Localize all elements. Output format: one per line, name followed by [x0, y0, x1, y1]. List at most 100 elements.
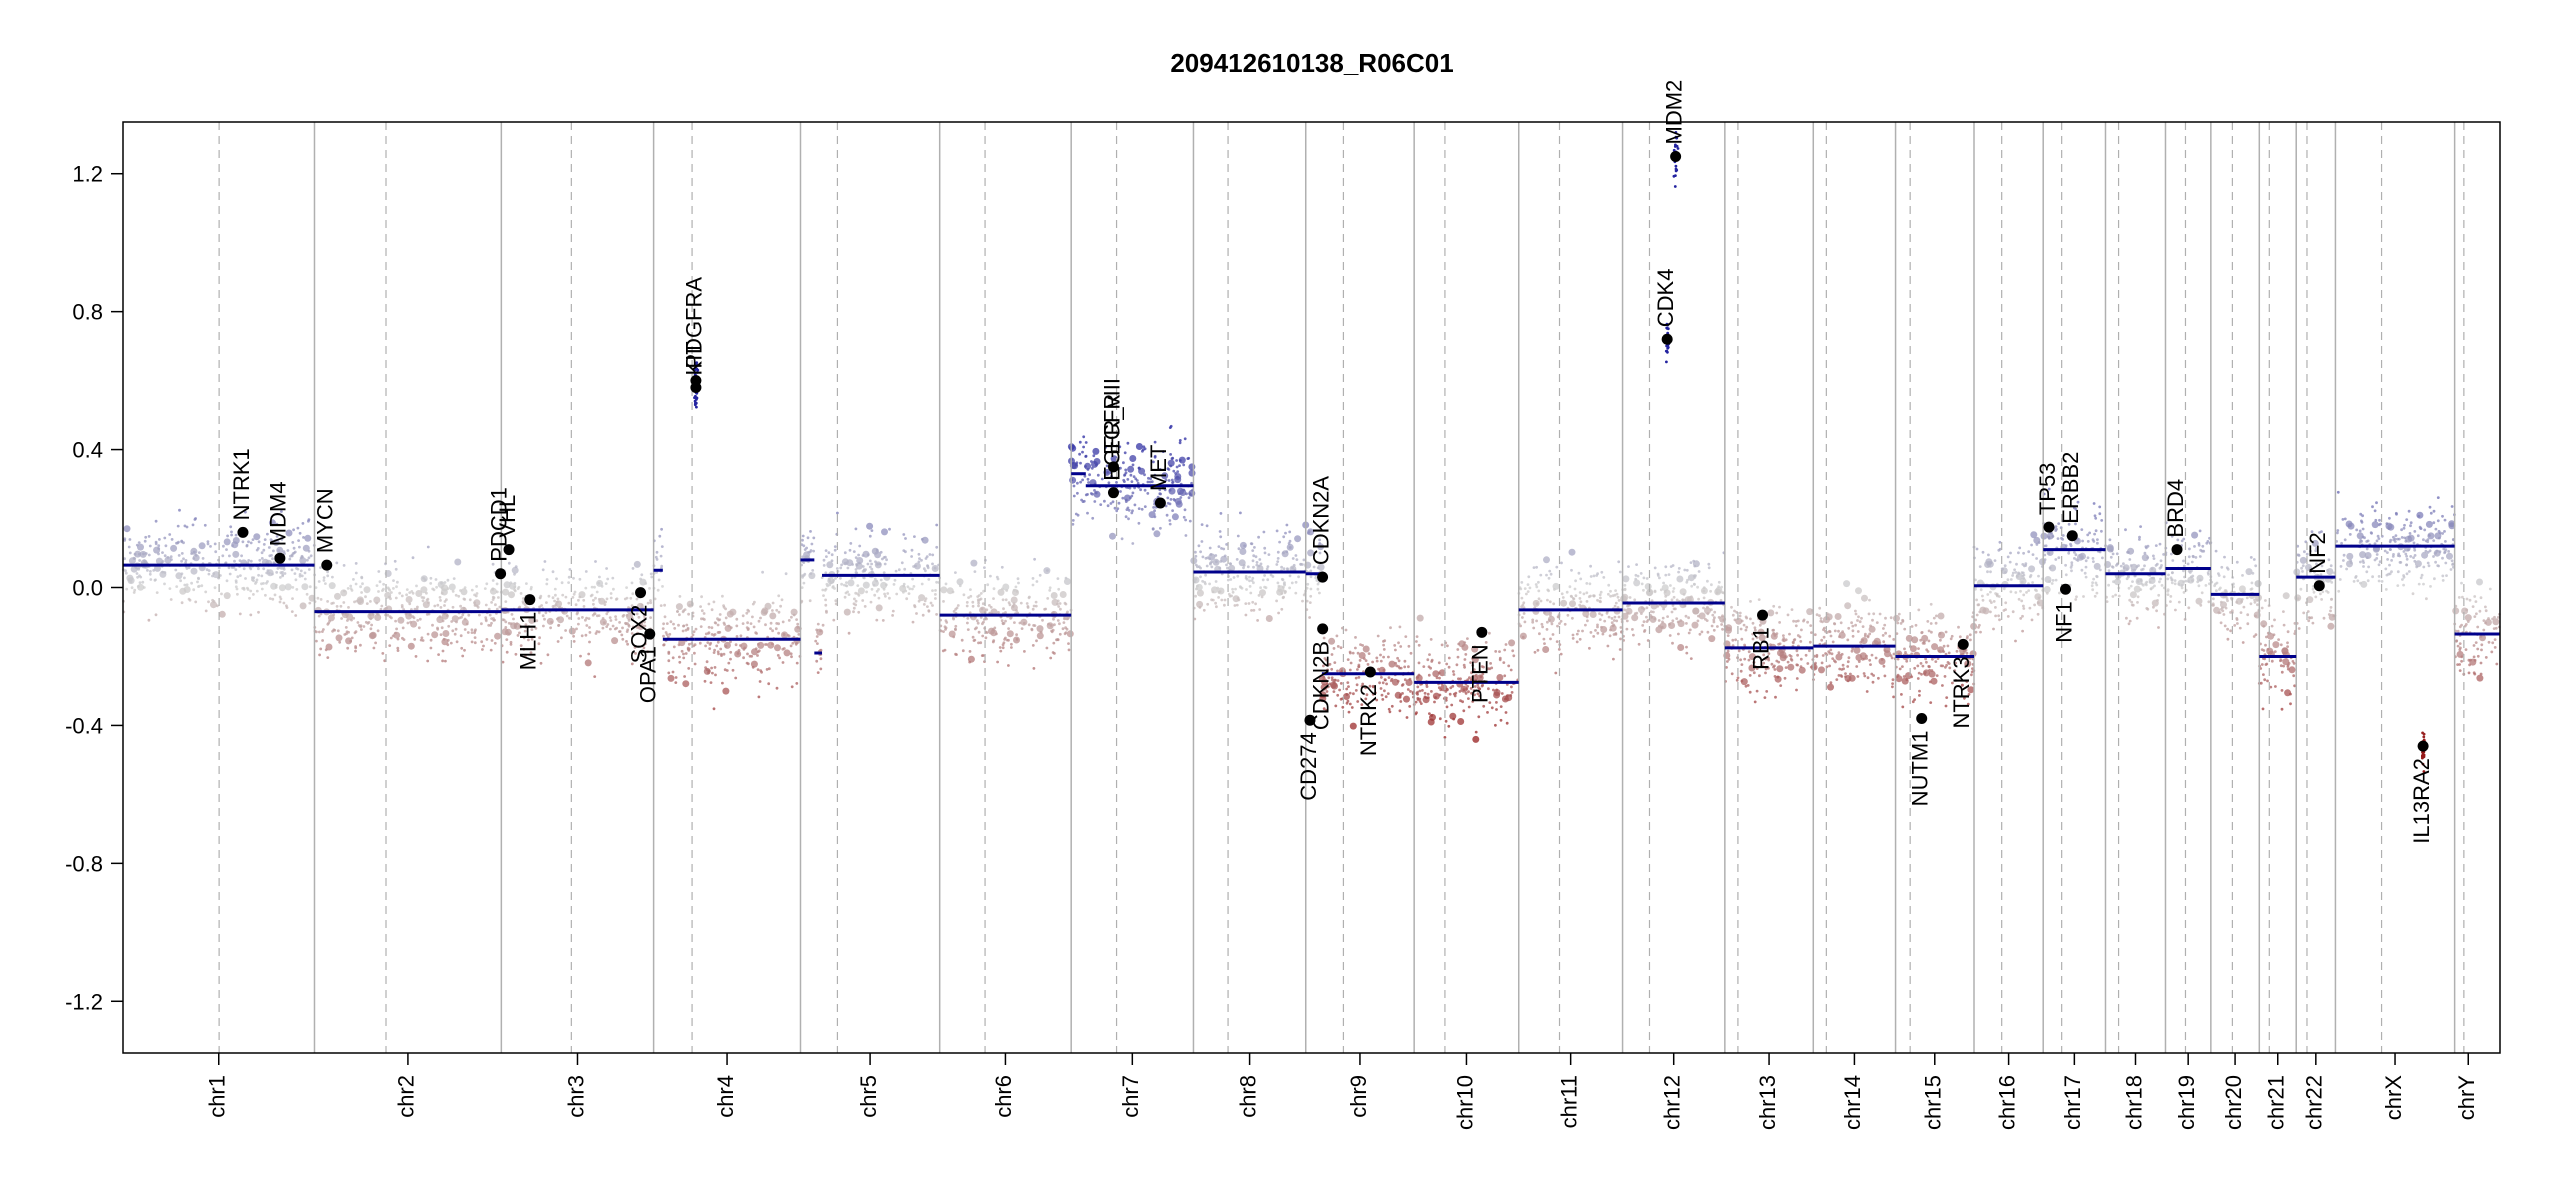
probe-point	[587, 652, 591, 656]
probe-point	[1905, 659, 1909, 663]
probe-point	[1229, 578, 1233, 581]
probe-point	[273, 593, 277, 597]
probe-point	[955, 606, 959, 610]
probe-point	[835, 567, 839, 570]
probe-point	[988, 627, 995, 635]
probe-point	[1610, 621, 1614, 625]
probe-point	[352, 578, 355, 581]
probe-point	[2311, 539, 2319, 547]
probe-point	[1804, 653, 1808, 657]
probe-point	[1772, 628, 1775, 632]
probe-point	[1199, 566, 1202, 570]
probe-point	[1164, 478, 1168, 482]
probe-point	[2223, 624, 2227, 628]
probe-point	[1661, 616, 1665, 620]
probe-point	[1438, 717, 1442, 721]
probe-point	[1642, 620, 1646, 624]
probe-point	[1004, 598, 1008, 602]
probe-point	[822, 558, 826, 562]
probe-point	[664, 631, 668, 634]
probe-point	[1368, 684, 1372, 688]
probe-point	[1566, 613, 1570, 617]
probe-point	[719, 647, 723, 651]
probe-point	[523, 603, 527, 607]
probe-point	[443, 600, 447, 603]
probe-point	[1178, 439, 1182, 442]
probe-point	[2080, 568, 2084, 572]
probe-point	[1135, 443, 1143, 450]
probe-point	[1131, 463, 1135, 467]
probe-point	[1504, 643, 1508, 646]
probe-point	[251, 538, 255, 541]
probe-point	[2036, 599, 2044, 607]
probe-point	[1043, 607, 1046, 611]
probe-point	[2306, 610, 2310, 613]
probe-point	[2479, 596, 2483, 600]
probe-point	[2451, 563, 2454, 566]
probe-point	[1072, 484, 1076, 488]
probe-point	[2006, 578, 2010, 582]
probe-point	[1533, 650, 1537, 654]
probe-point	[926, 564, 929, 568]
probe-point	[796, 622, 800, 626]
probe-point	[2240, 600, 2244, 603]
probe-point	[1938, 632, 1942, 635]
probe-point	[2342, 553, 2346, 557]
probe-point	[779, 604, 782, 608]
probe-point	[148, 544, 152, 548]
probe-point	[439, 606, 443, 609]
probe-point	[1482, 704, 1486, 708]
probe-point	[537, 611, 541, 615]
probe-point	[1738, 614, 1742, 618]
probe-point	[876, 562, 879, 566]
probe-point	[1725, 625, 1728, 629]
probe-point	[2329, 609, 2332, 613]
probe-point	[527, 638, 530, 642]
probe-point	[1910, 652, 1914, 656]
probe-point	[2127, 622, 2131, 626]
probe-point	[455, 620, 458, 624]
probe-point	[519, 592, 523, 595]
probe-point	[911, 577, 914, 581]
probe-point	[1175, 465, 1179, 469]
probe-point	[855, 571, 859, 575]
probe-point	[693, 662, 697, 666]
probe-point	[1394, 691, 1402, 699]
probe-point	[767, 667, 771, 671]
probe-point	[1407, 665, 1410, 669]
probe-point	[2182, 569, 2185, 573]
probe-point	[1265, 567, 1269, 571]
probe-point	[1998, 547, 2002, 551]
probe-point	[1447, 724, 1451, 728]
probe-point	[923, 599, 927, 603]
probe-point	[699, 605, 702, 608]
probe-point	[571, 596, 575, 599]
probe-point	[771, 609, 774, 612]
probe-point	[1419, 702, 1423, 705]
probe-point	[2013, 568, 2016, 572]
probe-point	[1820, 661, 1824, 665]
probe-point	[1309, 587, 1313, 591]
probe-point	[1707, 562, 1711, 566]
probe-point	[136, 575, 140, 579]
probe-point	[169, 598, 173, 601]
probe-point	[665, 633, 669, 636]
probe-point	[636, 631, 639, 635]
probe-point	[1079, 461, 1082, 465]
probe-point	[611, 624, 615, 628]
probe-point	[1979, 630, 1982, 634]
probe-point	[1275, 599, 1278, 603]
probe-point	[1532, 566, 1536, 569]
probe-point	[1563, 622, 1567, 626]
probe-point	[551, 596, 555, 600]
probe-point	[473, 641, 477, 645]
probe-point	[373, 596, 381, 604]
probe-point	[257, 567, 260, 571]
probe-point	[2330, 598, 2333, 601]
probe-point	[335, 561, 339, 565]
probe-point	[2359, 512, 2363, 516]
probe-point	[2297, 627, 2301, 630]
probe-point	[492, 618, 496, 622]
probe-point	[278, 584, 286, 592]
probe-point	[1001, 646, 1005, 650]
